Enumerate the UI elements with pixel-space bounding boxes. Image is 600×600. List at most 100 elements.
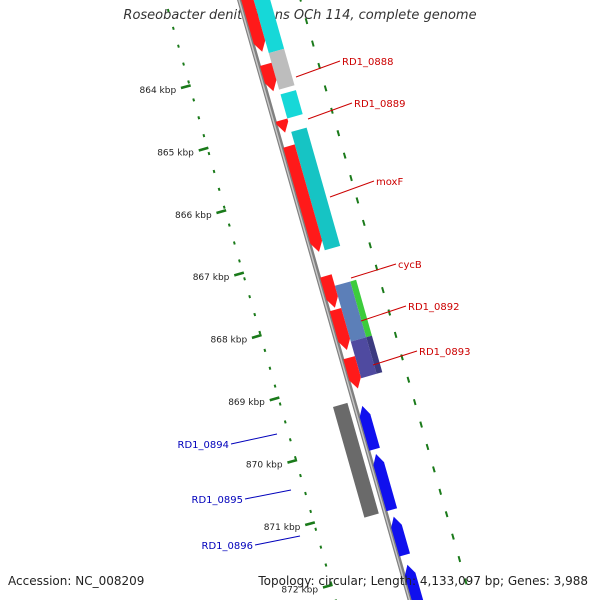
kbp-tick-label: 872 kbp — [281, 585, 318, 595]
kbp-tick-label: 867 kbp — [193, 273, 230, 283]
cog-bar-grey — [333, 402, 379, 518]
cog-bar-green — [350, 279, 372, 338]
kbp-tick-mark — [322, 583, 333, 589]
inner-tick-dot — [222, 205, 226, 209]
genes — [241, 0, 424, 600]
gene-label[interactable]: RD1_0896 — [202, 541, 253, 552]
genome-summary-text: Topology: circular; Length: 4,133,097 bp… — [258, 574, 588, 588]
kbp-labels: 864 kbp 865 kbp 866 kbp 867 kbp 868 kbp 869 k… — [140, 84, 333, 595]
kbp-tick-mark — [287, 458, 298, 464]
outer-tick-dot — [299, 0, 302, 2]
outer-tick-dot — [355, 197, 360, 204]
gene-label[interactable]: RD1_0894 — [178, 440, 229, 451]
forward-gene-arrow — [320, 274, 338, 308]
inner-tick-dot — [294, 456, 297, 460]
gene-label[interactable]: cycB — [398, 260, 422, 271]
outer-tick-dot — [463, 578, 468, 585]
reverse-gene-arrow — [359, 405, 380, 451]
cog-bar-cyan — [291, 127, 341, 251]
kbp-tick-mark — [251, 333, 262, 340]
genome-title: Roseobacter denitrificans OCh 114, compl… — [123, 8, 477, 23]
outer-tick-dot — [381, 286, 385, 294]
outer-tick-dot — [419, 421, 423, 428]
inner-tick-dot — [166, 8, 170, 13]
reverse-gene-arrow — [391, 516, 410, 557]
gene-label[interactable]: RD1_0893 — [419, 347, 470, 358]
forward-gene-arrow — [241, 0, 266, 52]
cog-bars — [253, 0, 383, 518]
kbp-tick-label: 871 kbp — [264, 523, 301, 533]
kbp-tick-mark — [180, 84, 191, 90]
outer-tick-dot — [413, 399, 417, 406]
inner-tick-dot — [319, 545, 323, 549]
kbp-tick-mark — [304, 521, 316, 527]
cog-bar-cyan — [280, 90, 303, 119]
inner-tick-dot — [258, 330, 262, 335]
outer-tick-dot — [425, 443, 430, 451]
gene-callout-line — [230, 433, 278, 445]
kbp-tick-mark — [198, 146, 209, 152]
inner-tick-dot — [288, 438, 292, 442]
outer-tick-dot — [317, 62, 321, 70]
inner-tick-dot — [172, 26, 175, 30]
gene-label[interactable]: moxF — [376, 177, 403, 188]
outer-tick-dot — [368, 242, 372, 249]
inner-tick-dot — [238, 259, 241, 263]
cog-bar-cyan — [253, 0, 285, 54]
inner-tick-dot — [299, 473, 302, 478]
outer-tick-dot — [349, 174, 353, 182]
kbp-tick-label: 869 kbp — [228, 398, 265, 408]
cog-bar-grey — [268, 48, 295, 90]
inner-tick-dot — [202, 133, 206, 138]
gene-label[interactable]: RD1_0889 — [354, 99, 405, 110]
inner-tick-dot — [248, 295, 251, 299]
gene-callouts: RD1_0888 RD1_0889 moxF cycB RD1_0892 RD1_0893… — [178, 57, 471, 552]
gene-callout-line — [329, 180, 375, 198]
gene-callout-line — [254, 535, 301, 546]
outer-tick-dot — [438, 488, 442, 495]
forward-gene-arrow — [343, 356, 361, 389]
outer-tick-dot — [432, 466, 436, 473]
inner-tick-dot — [177, 44, 180, 48]
inner-tick-dot — [212, 169, 216, 174]
outer-tick-dot — [406, 376, 411, 383]
accession-text: Accession: NC_008209 — [8, 574, 145, 588]
outer-tick-dot — [323, 85, 328, 92]
outer-tick-dot — [336, 130, 341, 137]
inner-tick-dot — [314, 527, 318, 531]
inner-tick-dot — [233, 241, 236, 245]
gene-label[interactable]: RD1_0892 — [408, 302, 459, 313]
inner-tick-dot — [304, 491, 307, 496]
forward-gene-arrow — [275, 118, 289, 133]
gene-label[interactable]: RD1_0888 — [342, 57, 393, 68]
outer-tick-dot — [393, 331, 398, 339]
outer-tick-dot — [362, 219, 366, 226]
inner-tick-dot — [207, 151, 211, 156]
reverse-gene-arrow — [373, 454, 398, 512]
outer-tick-dot — [304, 18, 309, 25]
inner-tick-dot — [182, 62, 185, 66]
gene-callout-line — [372, 350, 418, 366]
reverse-gene-arrow — [404, 564, 424, 600]
outer-tick-dot — [311, 40, 315, 47]
outer-tick-dot — [457, 555, 462, 563]
kbp-tick-label: 866 kbp — [175, 211, 212, 221]
gene-callout-line — [244, 489, 292, 500]
forward-gene-arrow — [259, 62, 277, 92]
inner-tick-dot — [243, 277, 246, 281]
gene-label[interactable]: RD1_0895 — [192, 495, 243, 506]
inner-tick-dot — [324, 563, 328, 567]
inner-tick-dot — [187, 80, 190, 84]
outer-tick-dot — [342, 152, 347, 159]
backbone-highlight — [238, 0, 411, 600]
outer-tick-dot — [374, 264, 379, 271]
kbp-tick-mark — [233, 271, 245, 277]
inner-tick-dot — [309, 509, 312, 514]
cog-bar-darkpurple — [366, 335, 383, 374]
kbp-tick-mark — [216, 209, 227, 215]
inner-tick-dot — [278, 402, 282, 406]
cog-bar-purple — [350, 337, 377, 379]
inner-tick-dot — [197, 116, 201, 120]
cog-bar-steelblue — [334, 281, 367, 342]
